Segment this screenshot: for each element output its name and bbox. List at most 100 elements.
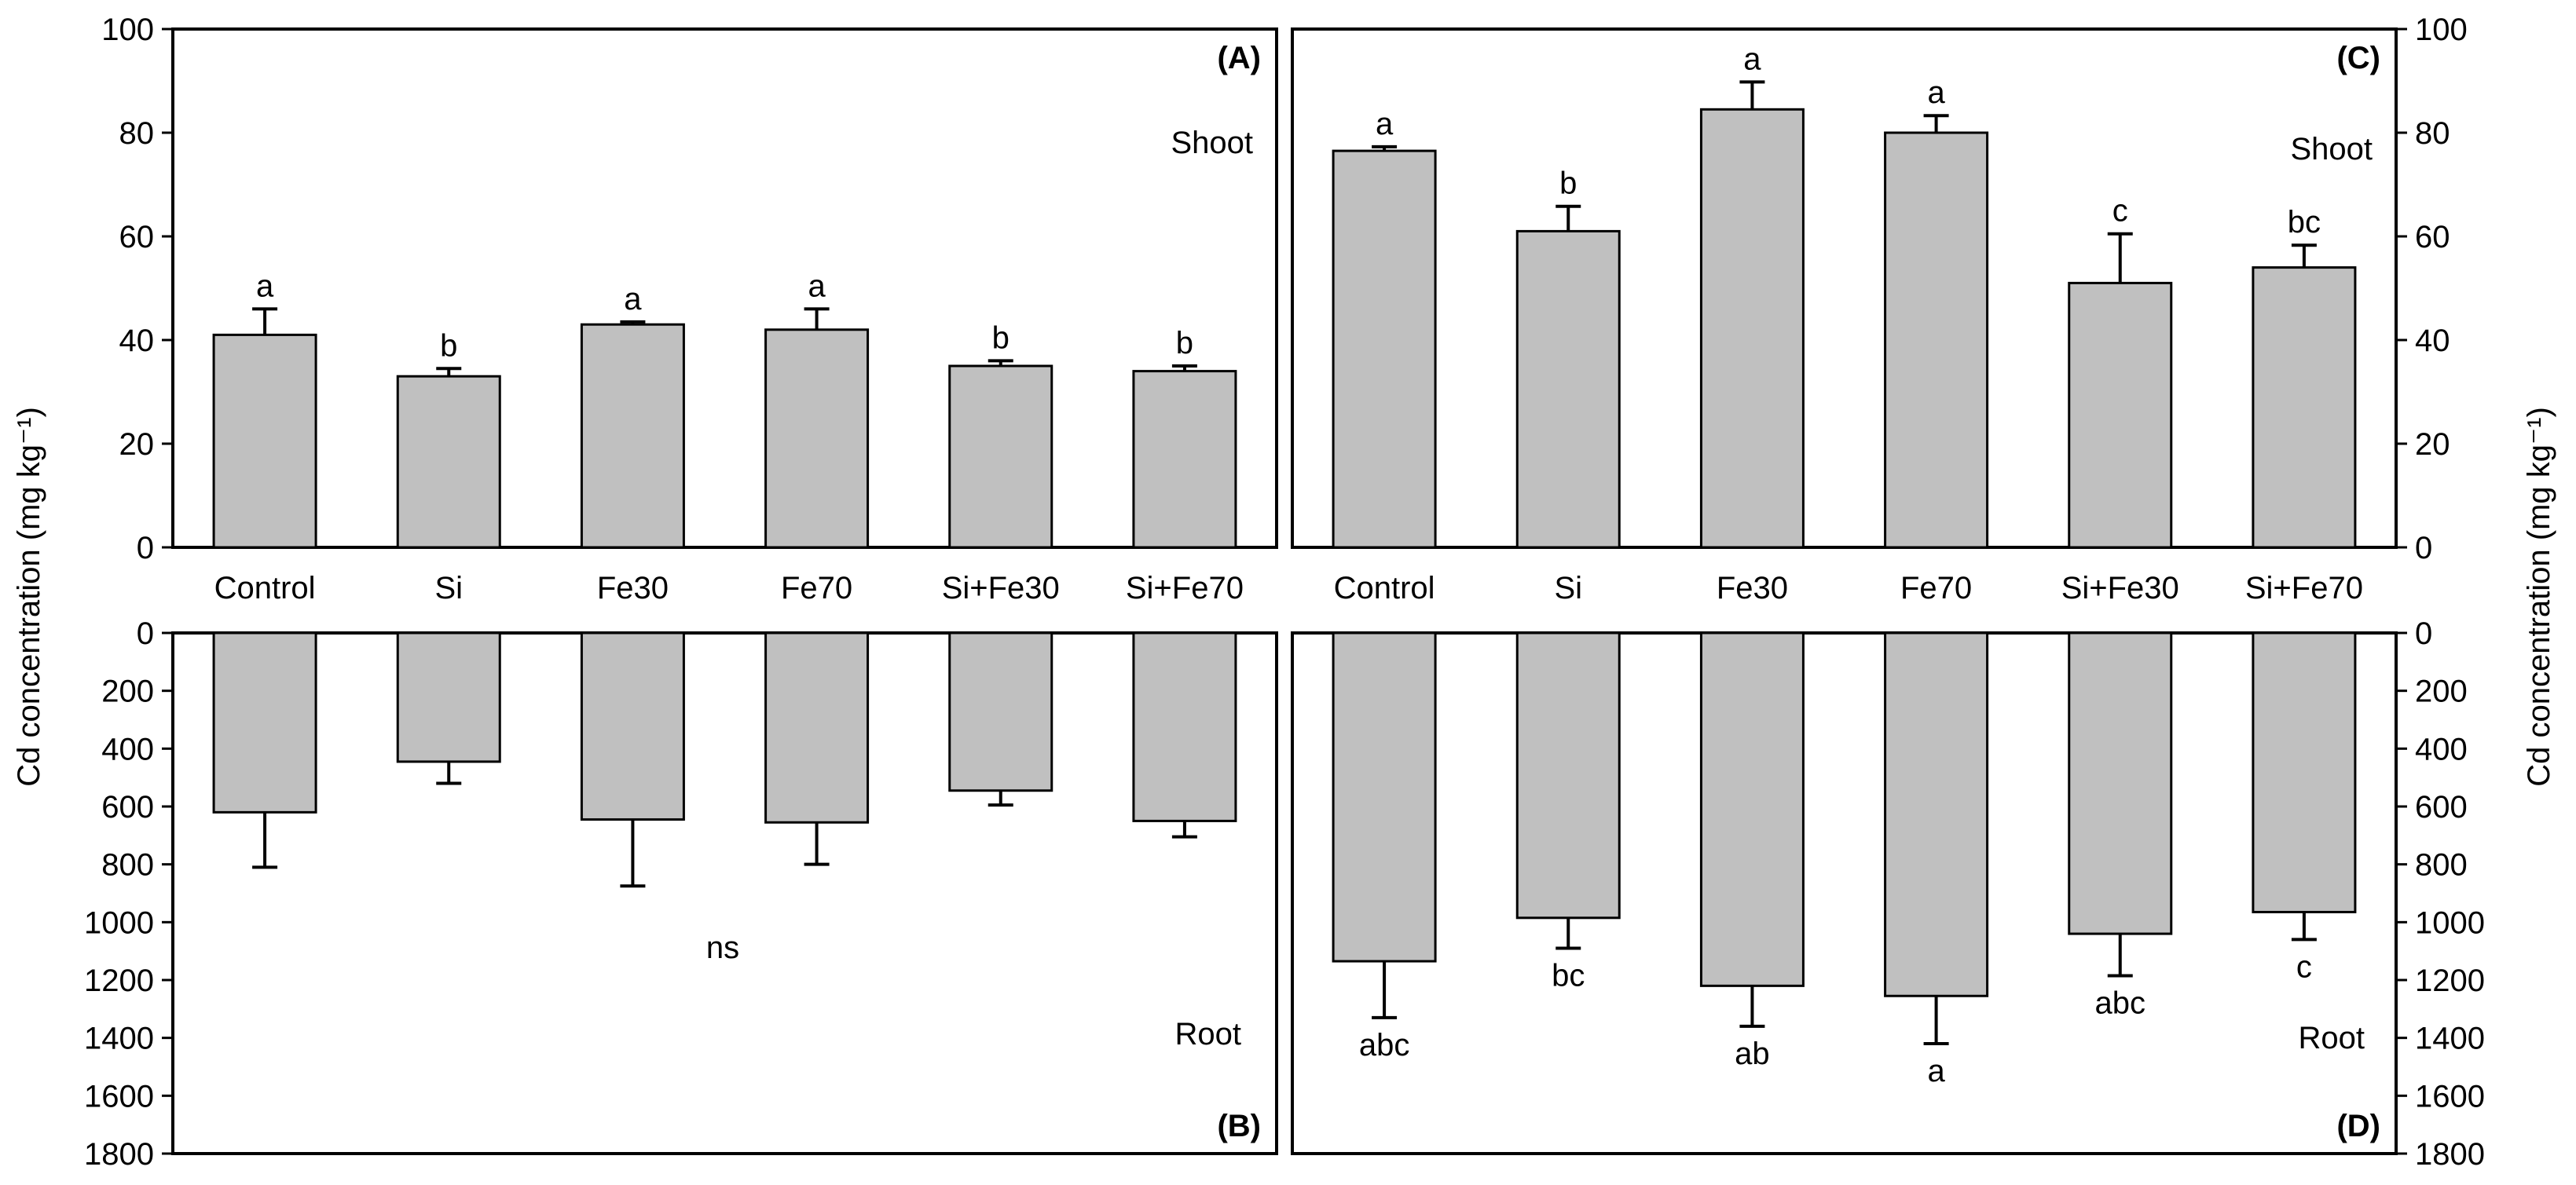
y-tick-label: 1600 (2415, 1079, 2485, 1114)
bar-fe70 (764, 328, 870, 549)
category-label: Si+Fe70 (1126, 571, 1244, 605)
significance-letter: abc (1359, 1028, 1410, 1062)
significance-letter: a (624, 282, 642, 316)
y-tick-label: 800 (2415, 848, 2468, 883)
y-tick-label: 1200 (84, 964, 154, 998)
y-axis-label-right: Cd concentration (mg kg⁻¹) (2522, 407, 2556, 787)
bar-fe70 (1884, 631, 1989, 997)
y-tick-label: 60 (119, 220, 155, 254)
category-label: Si+Fe30 (2061, 571, 2179, 605)
y-axis-label-left: Cd concentration (mg kg⁻¹) (12, 407, 46, 787)
category-label: Si (434, 571, 463, 605)
y-tick-label: 100 (101, 13, 154, 47)
y-tick-label: 0 (2415, 616, 2432, 651)
significance-letter: abc (2095, 986, 2146, 1020)
bar-control (212, 631, 317, 814)
y-tick-label: 400 (101, 732, 154, 766)
y-tick-label: 80 (2415, 116, 2450, 151)
y-tick-label: 40 (119, 324, 155, 358)
y-tick-label: 60 (2415, 220, 2450, 254)
category-label: Control (214, 571, 316, 605)
bar-si-fe30 (2068, 631, 2173, 935)
significance-letter: b (440, 328, 457, 363)
y-tick-label: 0 (137, 616, 154, 651)
y-tick-label: 0 (2415, 531, 2432, 565)
panel-a-shoot: 0 20 40 60 80 100 a Control b Si a Fe30 a Fe70 b Si+Fe3… (101, 13, 1278, 605)
y-tick-label: 200 (2415, 675, 2468, 709)
significance-letter: b (1559, 166, 1577, 201)
bar-si-fe70 (2252, 631, 2357, 913)
tissue-label: Root (1175, 1017, 1242, 1052)
category-label: Fe30 (597, 571, 669, 605)
panel-c-shoot: 0 20 40 60 80 100 a Control b Si a Fe30 a Fe70 c Si+Fe3… (1291, 13, 2468, 605)
y-tick-label: 80 (119, 116, 155, 151)
y-tick-label: 1200 (2415, 964, 2485, 998)
bar-si-fe30 (2068, 281, 2173, 549)
panel-d-root: 020040060080010001200140016001800abcbcab… (1291, 616, 2485, 1172)
y-tick-label: 400 (2415, 732, 2468, 766)
category-label: Si (1554, 571, 1582, 605)
tissue-label: Shoot (1171, 126, 1253, 160)
bar-si (396, 375, 501, 549)
category-label: Fe70 (1900, 571, 1972, 605)
bar-fe30 (1699, 108, 1805, 549)
y-tick-label: 1400 (84, 1022, 154, 1056)
plot-frame (1291, 631, 2398, 1155)
y-tick-label: 0 (137, 531, 154, 565)
significance-letter: c (2296, 949, 2312, 984)
category-label: Fe70 (781, 571, 852, 605)
bar-si-fe30 (948, 364, 1053, 549)
tissue-label: Root (2299, 1021, 2365, 1055)
panel-b-root: 0 200 400 600 800 1000 1200 1400 1600 1800 (B) Root… (84, 616, 1278, 1172)
bar-si (1515, 229, 1621, 549)
y-tick-label: 600 (2415, 790, 2468, 825)
bar-fe70 (1884, 131, 1989, 549)
y-tick-label: 1400 (2415, 1022, 2485, 1056)
panel-label: (A) (1217, 41, 1261, 75)
y-tick-label: 40 (2415, 324, 2450, 358)
significance-letter: a (1743, 42, 1761, 76)
plot-frame (171, 27, 1278, 549)
category-label: Si+Fe30 (942, 571, 1060, 605)
bar-si-fe70 (1132, 631, 1237, 822)
significance-letter: a (1376, 107, 1394, 141)
significance-letter: a (1927, 1054, 1945, 1088)
significance-letter: a (808, 269, 826, 303)
bar-si-fe70 (1132, 370, 1237, 549)
y-tick-label: 1000 (2415, 905, 2485, 940)
bar-fe70 (764, 631, 870, 824)
y-tick-label: 1600 (84, 1079, 154, 1114)
significance-letter: c (2112, 194, 2128, 229)
y-tick-label: 200 (101, 675, 154, 709)
y-tick-label: 1000 (84, 905, 154, 940)
category-label: Si+Fe70 (2245, 571, 2363, 605)
panel-label: (C) (2336, 41, 2380, 75)
category-label: Fe30 (1717, 571, 1788, 605)
y-tick-label: 100 (2415, 13, 2468, 47)
significance-letter: bc (1552, 958, 1585, 993)
bar-si (1515, 631, 1621, 920)
category-label: Control (1334, 571, 1435, 605)
y-tick-label: 20 (2415, 427, 2450, 462)
y-tick-label: 1800 (84, 1137, 154, 1172)
bar-fe30 (580, 631, 685, 821)
significance-letter: bc (2288, 205, 2321, 240)
plot-frame (171, 631, 1278, 1155)
tissue-label: Shoot (2290, 132, 2373, 166)
significance-letter: b (1176, 326, 1193, 360)
significance-letter: a (256, 269, 274, 303)
significance-note: ns (706, 931, 739, 965)
y-tick-label: 1800 (2415, 1137, 2485, 1172)
bar-control (1332, 631, 1437, 963)
bar-si (396, 631, 501, 763)
y-tick-label: 600 (101, 790, 154, 825)
significance-letter: ab (1735, 1037, 1770, 1071)
bar-si-fe70 (2252, 266, 2357, 549)
bar-fe30 (580, 323, 685, 549)
y-tick-label: 20 (119, 427, 155, 462)
panel-label: (D) (2336, 1109, 2380, 1143)
panel-label: (B) (1217, 1109, 1261, 1143)
bar-fe30 (1699, 631, 1805, 987)
significance-letter: a (1927, 75, 1945, 110)
